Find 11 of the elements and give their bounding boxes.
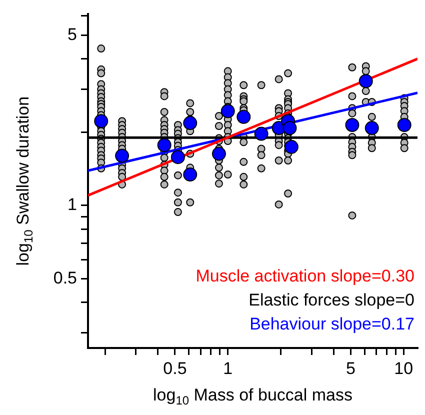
text: Elastic forces slope=0: [248, 290, 414, 310]
y-tick-label: 0.5: [53, 268, 77, 288]
y-tick-label: 1: [68, 195, 77, 214]
text: Muscle activation slope=0.30: [196, 266, 414, 286]
x-tick-label: 5: [346, 358, 356, 378]
y-axis-title: log10 Swallow duration: [14, 96, 36, 266]
x-tick-label: 10: [394, 358, 414, 378]
y-tick-label: 5: [68, 24, 77, 44]
x-tick-label: 1: [223, 358, 233, 378]
text: Behaviour slope=0.17: [250, 314, 414, 334]
x-tick-label: 0.5: [163, 358, 187, 378]
